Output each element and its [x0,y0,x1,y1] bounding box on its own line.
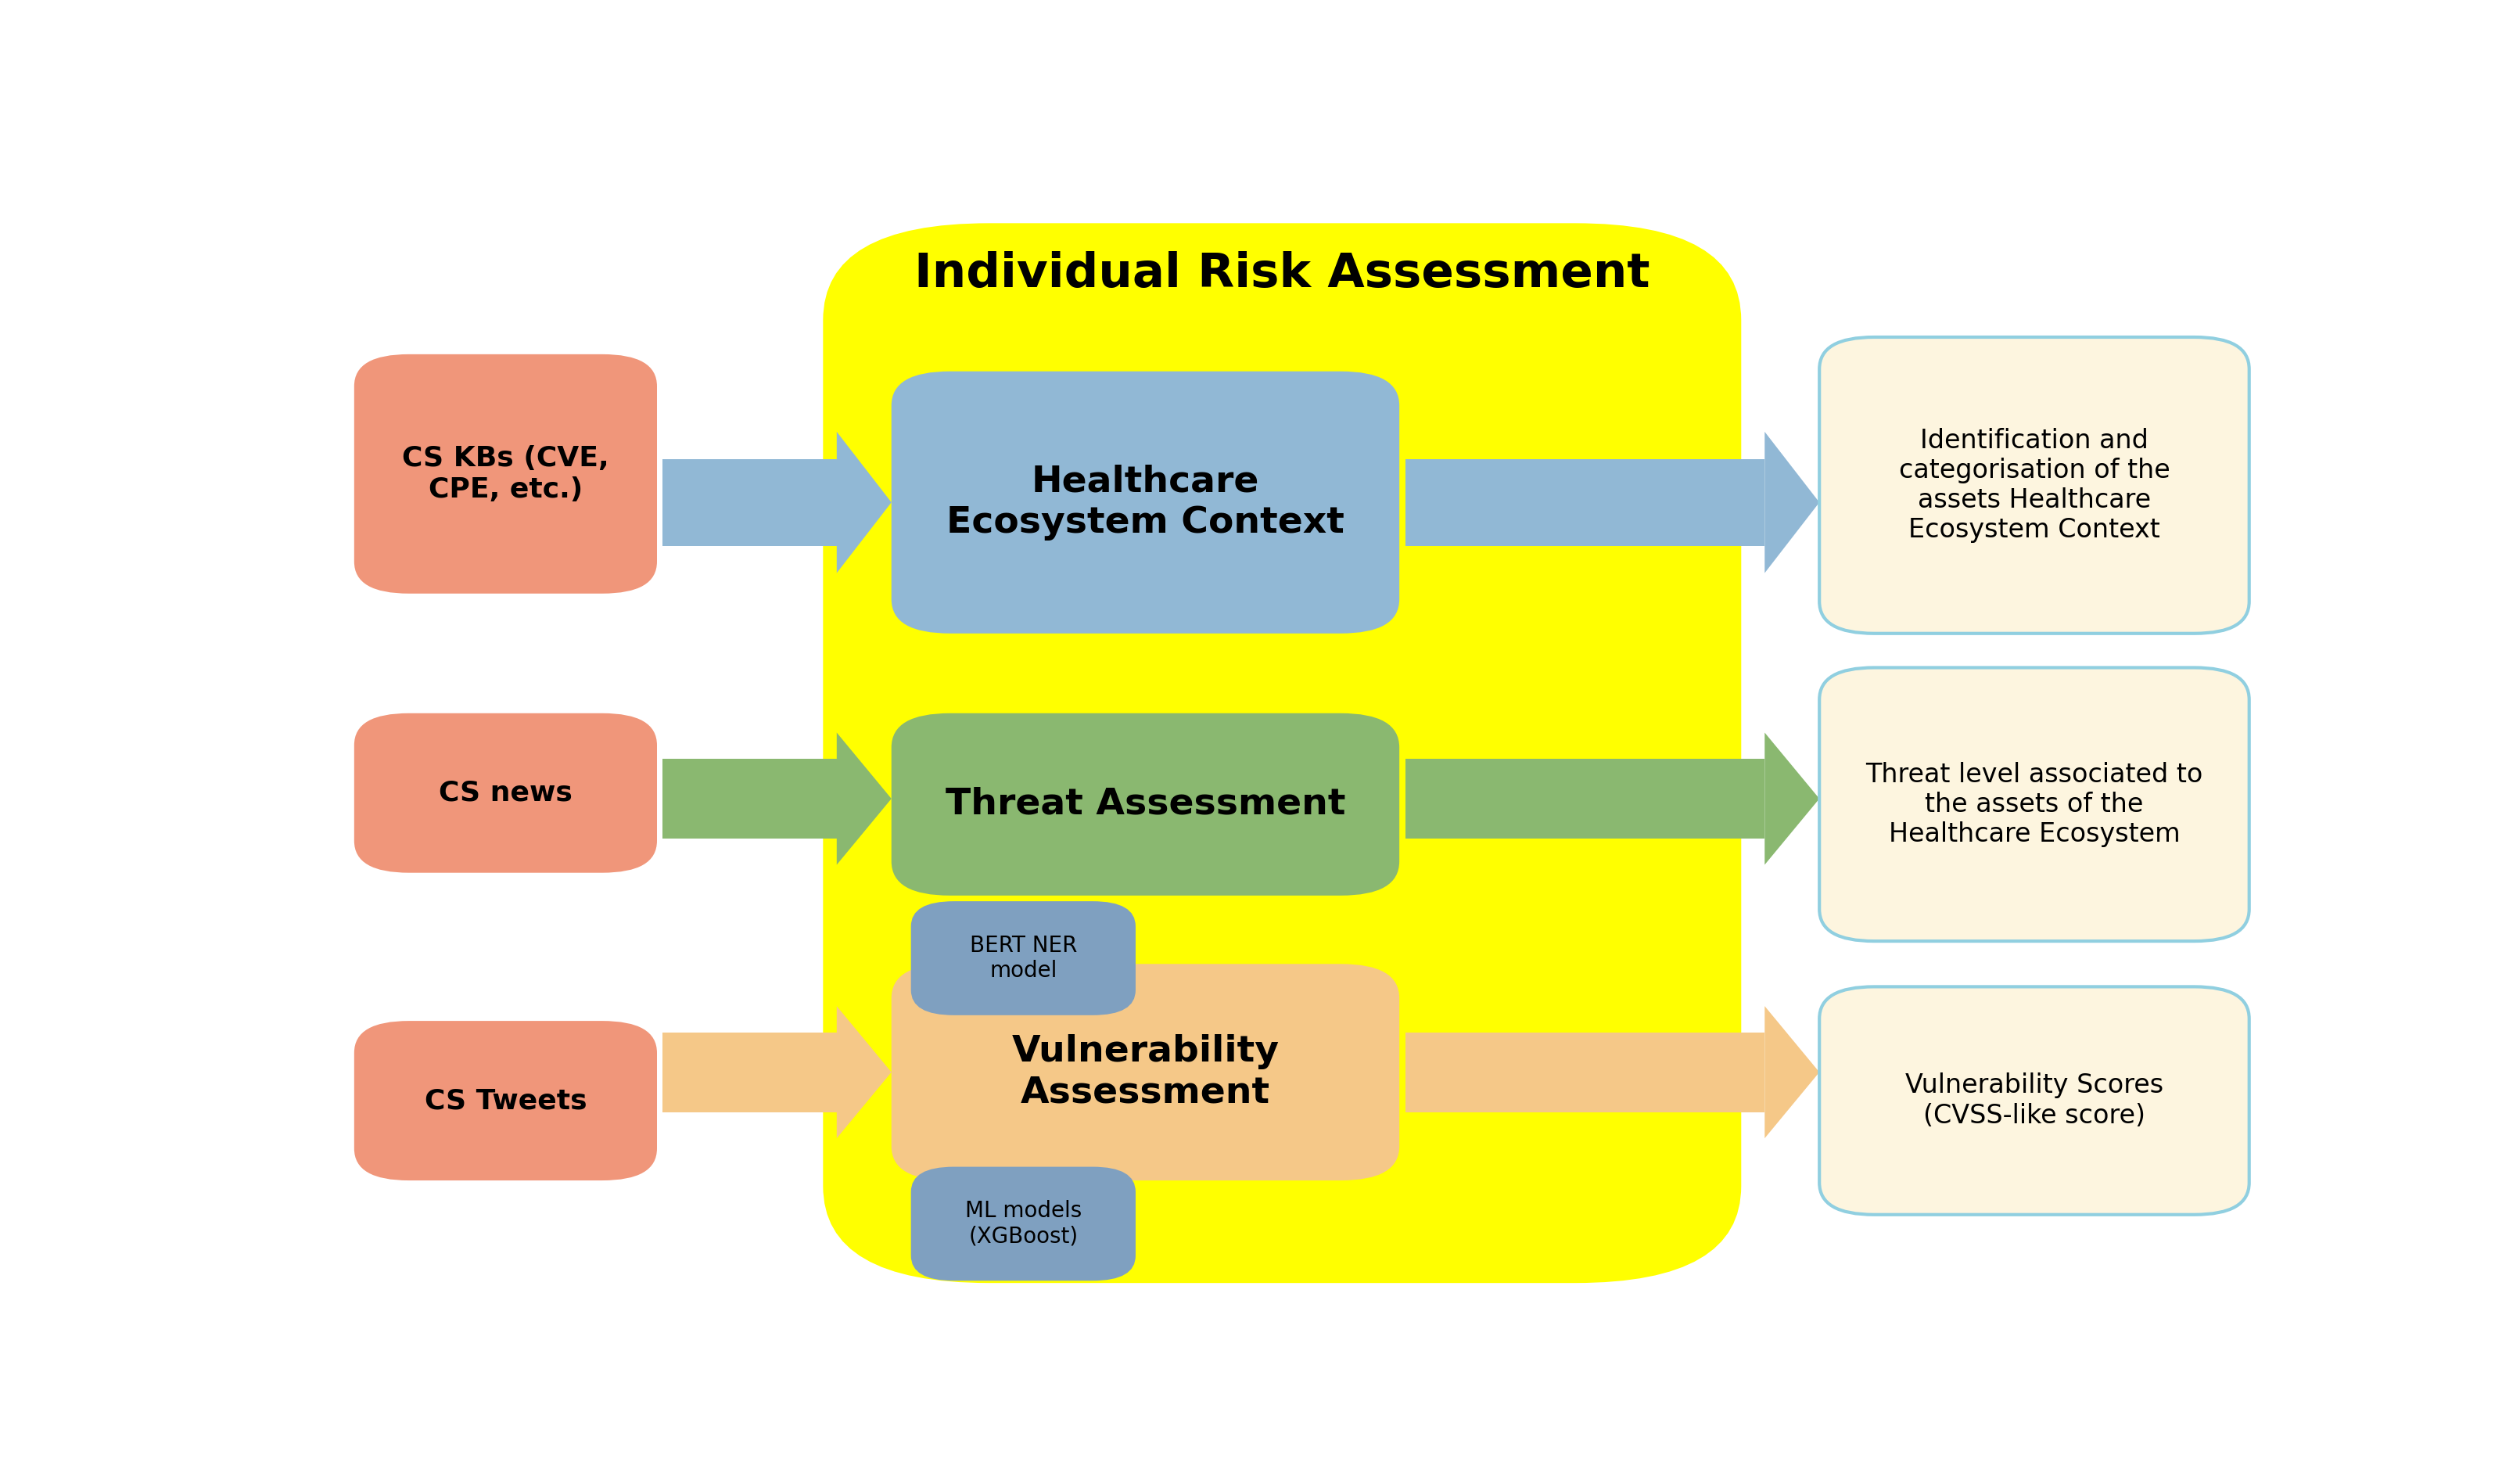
Text: Individual Risk Assessment: Individual Risk Assessment [915,252,1651,297]
FancyBboxPatch shape [353,1021,658,1181]
Text: Vulnerability Scores
(CVSS-like score): Vulnerability Scores (CVSS-like score) [1905,1073,2162,1129]
FancyBboxPatch shape [1819,337,2248,633]
Text: CS KBs (CVE,
CPE, etc.): CS KBs (CVE, CPE, etc.) [403,445,610,503]
Polygon shape [1764,432,1819,573]
Polygon shape [1404,759,1764,839]
FancyBboxPatch shape [1819,987,2248,1215]
Polygon shape [663,459,837,546]
Text: Threat level associated to
the assets of the
Healthcare Ecosystem: Threat level associated to the assets of… [1865,762,2202,847]
Text: Healthcare
Ecosystem Context: Healthcare Ecosystem Context [945,465,1343,540]
Polygon shape [837,733,892,864]
Text: CS news: CS news [438,780,572,807]
Polygon shape [1764,733,1819,864]
Polygon shape [837,432,892,573]
Polygon shape [1404,1033,1764,1111]
FancyBboxPatch shape [353,713,658,873]
FancyBboxPatch shape [892,713,1399,895]
Polygon shape [1404,459,1764,546]
FancyBboxPatch shape [892,963,1399,1181]
FancyBboxPatch shape [353,354,658,593]
Polygon shape [663,759,837,839]
FancyBboxPatch shape [892,371,1399,633]
Text: ML models
(XGBoost): ML models (XGBoost) [965,1200,1081,1248]
Text: BERT NER
model: BERT NER model [970,934,1076,981]
FancyBboxPatch shape [910,901,1134,1015]
Polygon shape [837,1006,892,1138]
Polygon shape [663,1033,837,1111]
Text: Vulnerability
Assessment: Vulnerability Assessment [1011,1035,1278,1110]
Text: CS Tweets: CS Tweets [423,1088,587,1114]
FancyBboxPatch shape [1819,667,2248,941]
Text: Identification and
categorisation of the
assets Healthcare
Ecosystem Context: Identification and categorisation of the… [1898,428,2170,543]
FancyBboxPatch shape [910,1166,1134,1280]
FancyBboxPatch shape [822,223,1741,1283]
Polygon shape [1764,1006,1819,1138]
Text: Threat Assessment: Threat Assessment [945,787,1346,821]
